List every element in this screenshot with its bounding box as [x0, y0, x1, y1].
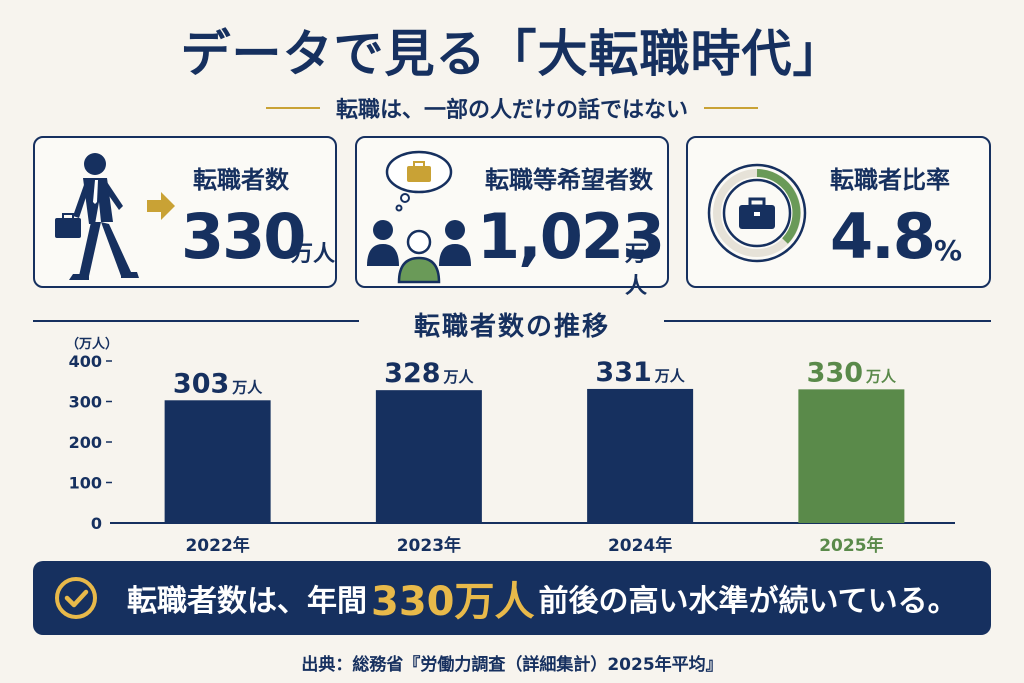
- stat-value: 4.8: [830, 200, 936, 273]
- stat-label: 転職等希望者数: [485, 166, 653, 194]
- y-tick-label: 0: [91, 514, 102, 533]
- subtitle: 転職は、一部の人だけの話ではない: [335, 98, 688, 123]
- summary-text: 転職者数は、年間 330万人 前後の高い水準が続いている。: [127, 569, 958, 627]
- stat-label: 転職者比率: [830, 166, 950, 194]
- y-tick-label: 200: [69, 433, 102, 452]
- section-rule-right: [664, 320, 991, 322]
- stat-label: 転職者数: [193, 166, 289, 194]
- bar-2023年: [375, 390, 482, 523]
- bar-value-label: 303 万人: [173, 368, 263, 399]
- section-rule-left: [33, 320, 359, 322]
- page-title: データで見る「大転職時代」: [180, 25, 844, 83]
- stat-card-job-change-hopefuls: 転職等希望者数 1,023 万人: [355, 136, 669, 299]
- x-tick-label: 2025年: [819, 535, 883, 556]
- summary-highlight: 330万人: [371, 579, 535, 625]
- x-tick-label: 2024年: [608, 535, 672, 556]
- subtitle-right-rule: [704, 107, 758, 109]
- y-axis-label: （万人）: [66, 336, 118, 352]
- y-tick-label: 100: [69, 474, 102, 493]
- section-title: 転職者数の推移: [413, 312, 610, 342]
- x-tick-label: 2023年: [397, 535, 461, 556]
- bar-value-label: 328 万人: [384, 358, 474, 389]
- stat-value: 1,023: [477, 200, 665, 273]
- x-tick-label: 2022年: [185, 535, 249, 556]
- stat-unit: %: [934, 234, 963, 267]
- stat-card-job-changers: 転職者数 330 万人: [33, 136, 337, 288]
- briefcase-donut-icon: [707, 163, 807, 263]
- y-tick-label: 400: [69, 352, 102, 371]
- stat-value: 330: [181, 200, 306, 273]
- check-circle-icon: [55, 577, 97, 619]
- walking-businessman-arrow-icon: [55, 153, 175, 280]
- subtitle-row: 転職は、一部の人だけの話ではない: [0, 92, 1024, 124]
- people-thinking-briefcase-icon: [367, 150, 471, 284]
- bar-2025年: [798, 389, 905, 523]
- bar-chart: （万人） 0 100 200 300 400 303 万人 2022年 328 万人 2023年 331…: [66, 336, 955, 556]
- bar-value-label: 330 万人: [807, 357, 897, 388]
- subtitle-left-rule: [265, 107, 320, 109]
- stat-card-job-changer-ratio: 転職者比率 4.8 %: [686, 136, 991, 288]
- summary-text-before: 転職者数は、年間: [127, 584, 367, 619]
- bar-2024年: [587, 388, 694, 523]
- summary-text-after: 前後の高い水準が続いている。: [538, 584, 958, 619]
- source-note: 出典：総務省『労働力調査（詳細集計）2025年平均』: [301, 655, 723, 675]
- bar-value-label: 331 万人: [595, 357, 685, 388]
- stat-unit: 万人: [625, 242, 648, 299]
- summary-banner: 転職者数は、年間 330万人 前後の高い水準が続いている。: [33, 561, 991, 635]
- bar-2022年: [164, 400, 271, 523]
- stat-unit: 万人: [291, 242, 336, 267]
- y-tick-label: 300: [69, 393, 102, 412]
